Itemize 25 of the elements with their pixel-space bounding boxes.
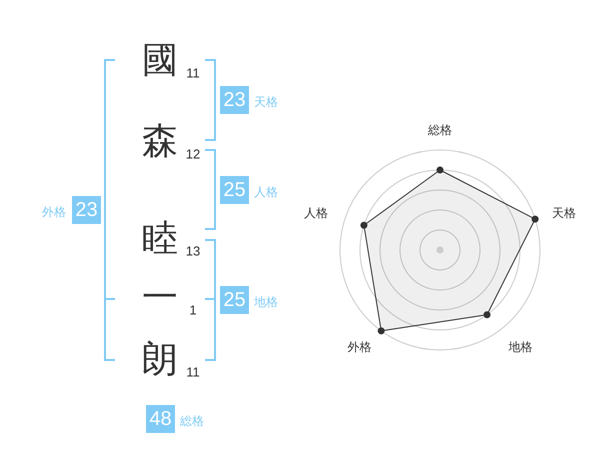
text: 23 [72, 196, 101, 224]
data-label: 11 [186, 66, 200, 80]
spoke-label: 地格 [508, 340, 533, 354]
spoke-label: 外格 [347, 340, 372, 354]
data-label: 11 [186, 364, 200, 380]
text: 天格 [254, 95, 278, 109]
text: 地格 [254, 295, 278, 309]
data-label: 12 [186, 146, 200, 162]
spoke-label: 天格 [552, 206, 576, 220]
text: 人格 [254, 185, 278, 199]
category-label: 朗 [142, 339, 178, 380]
text: 25 [220, 286, 249, 314]
text: 48 [146, 405, 175, 433]
data-label: 1 [189, 302, 197, 318]
text: 外格 [42, 205, 66, 219]
text: 総格 [180, 414, 204, 428]
spoke-label: 総格 [427, 123, 452, 137]
text: 23 [220, 86, 249, 114]
data-label: 13 [186, 244, 200, 258]
spoke-label: 人格 [304, 206, 328, 220]
category-label: 睦 [142, 218, 178, 259]
text: 25 [220, 176, 249, 204]
category-label: 森 [142, 121, 178, 162]
category-label: 國 [142, 40, 178, 81]
category-label: 一 [142, 277, 178, 318]
